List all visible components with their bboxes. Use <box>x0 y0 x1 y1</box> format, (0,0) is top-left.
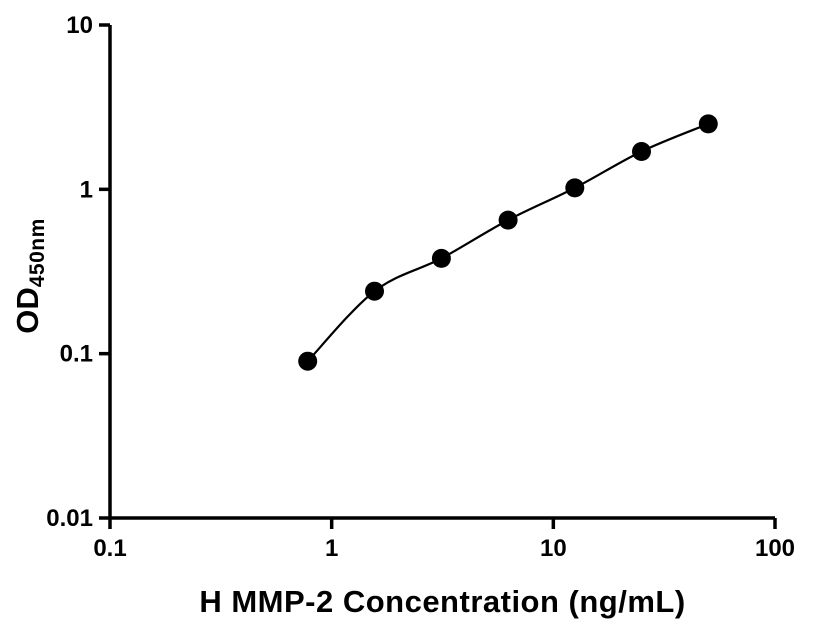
axes-spine <box>108 25 775 520</box>
data-point <box>632 142 651 161</box>
y-axis-title-main: OD <box>10 287 45 334</box>
data-point <box>565 178 585 198</box>
y-tick-label: 1 <box>80 176 93 203</box>
y-axis-title: OD450nm <box>7 126 49 426</box>
y-tick-label: 0.01 <box>46 505 93 532</box>
x-tick-label: 0.1 <box>93 535 126 562</box>
data-point <box>698 114 718 134</box>
x-tick-label: 1 <box>325 535 338 562</box>
fit-curve <box>306 122 709 362</box>
x-tick-label: 10 <box>540 535 567 562</box>
x-tick-label: 100 <box>755 535 795 562</box>
data-point <box>365 281 384 301</box>
data-point <box>431 248 451 268</box>
y-tick-label: 10 <box>66 12 93 39</box>
data-point <box>298 351 318 371</box>
data-point <box>498 210 518 230</box>
y-tick-label: 0.1 <box>60 341 93 368</box>
y-axis-title-subscript: 450nm <box>26 218 49 288</box>
x-axis-title: H MMP-2 Concentration (ng/mL) <box>199 584 686 619</box>
